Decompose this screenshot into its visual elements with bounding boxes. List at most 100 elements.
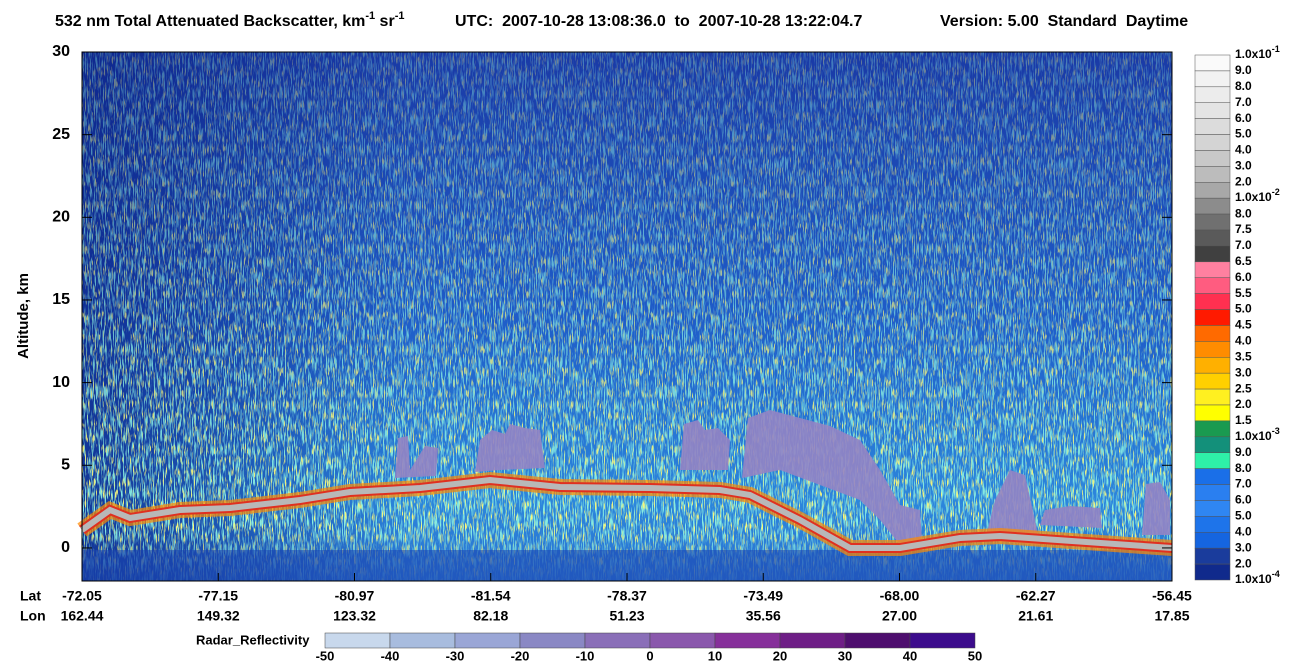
colorbar-label: 1.0x10-2	[1235, 188, 1280, 205]
title-exponent: -1	[365, 10, 375, 22]
x-tick-label-lon: 21.61	[1018, 608, 1053, 624]
colorbar-label: 7.0	[1235, 95, 1252, 109]
colorbar-label: 3.0	[1235, 540, 1252, 554]
colorbar-label: 1.0x10-4	[1235, 569, 1280, 586]
colorbar-label: 6.5	[1235, 254, 1252, 268]
y-tick-label: 30	[52, 43, 70, 60]
colorbar-label: 4.0	[1235, 334, 1252, 348]
radar-colorbar-segment	[454, 632, 521, 649]
radar-tick-label: 50	[968, 648, 982, 663]
colorbar-segment	[1194, 213, 1231, 231]
radar-tick-label: -40	[381, 648, 400, 663]
colorbar-label: 8.0	[1235, 206, 1252, 220]
colorbar-segment	[1194, 102, 1231, 119]
radar-colorbar-segment	[909, 632, 976, 649]
y-tick-label: 20	[52, 209, 70, 226]
colorbar-label: 4.5	[1235, 318, 1252, 332]
y-tick-label: 0	[61, 539, 70, 556]
colorbar-segment	[1194, 70, 1231, 88]
x-tick-label-lon: 149.32	[197, 608, 240, 624]
radar-tick-label: 0	[646, 648, 653, 663]
x-tick-label-lat: -72.05	[62, 588, 102, 604]
colorbar-segment	[1194, 245, 1231, 263]
colorbar-label: 7.0	[1235, 238, 1252, 252]
y-tick-label: 15	[52, 291, 70, 308]
colorbar-segment	[1194, 197, 1231, 215]
colorbar-segment	[1194, 547, 1231, 565]
colorbar-segment	[1194, 54, 1231, 72]
colorbar-label: 9.0	[1235, 63, 1252, 77]
colorbar-segment	[1194, 261, 1231, 278]
radar-tick-label: 20	[773, 648, 787, 663]
colorbar-segment	[1194, 325, 1231, 342]
colorbar-segment	[1194, 436, 1231, 453]
radar-tick-label: 30	[838, 648, 852, 663]
colorbar-label-exponent: -4	[1272, 569, 1280, 579]
colorbar-label: 4.0	[1235, 143, 1252, 157]
colorbar-segment	[1194, 357, 1231, 374]
colorbar-segment	[1194, 516, 1231, 533]
x-tick-label-lon: 123.32	[333, 608, 376, 624]
backscatter-image	[77, 52, 1173, 581]
radar-tick-label: -30	[446, 648, 465, 663]
title-text: 532 nm Total Attenuated Backscatter, km	[55, 13, 365, 30]
x-tick-label-lon: 82.18	[473, 608, 508, 624]
colorbar-label: 8.0	[1235, 79, 1252, 93]
y-axis-label: Altitude, km	[15, 273, 32, 359]
radar-colorbar-segment	[584, 632, 651, 649]
x-row-label: Lat	[20, 588, 41, 604]
radar-colorbar-segment	[389, 632, 456, 649]
colorbar-label: 4.0	[1235, 524, 1252, 538]
radar-colorbar-label: Radar_Reflectivity	[196, 632, 310, 647]
colorbar-segment	[1194, 372, 1231, 390]
x-tick-label-lat: -77.15	[198, 588, 238, 604]
colorbar-label: 8.0	[1235, 461, 1252, 475]
y-tick-label: 10	[52, 374, 70, 391]
colorbar-label-base: 1.0x10	[1235, 47, 1272, 61]
colorbar-segment	[1194, 452, 1231, 469]
radar-colorbar-segment	[844, 632, 911, 649]
title-utc: UTC: 2007-10-28 13:08:36.0 to 2007-10-28…	[455, 13, 862, 30]
x-tick-label-lon: 27.00	[882, 608, 917, 624]
x-tick-label-lat: -68.00	[880, 588, 920, 604]
x-tick-label-lat: -81.54	[471, 588, 511, 604]
x-tick-label-lon: 51.23	[609, 608, 644, 624]
colorbar-label-base: 1.0x10	[1235, 429, 1272, 443]
colorbar-segment	[1194, 532, 1231, 549]
colorbar-segment	[1194, 309, 1231, 326]
radar-colorbar-segment	[324, 632, 391, 649]
x-tick-label-lat: -56.45	[1152, 588, 1192, 604]
colorbar-label: 3.0	[1235, 365, 1252, 379]
y-tick-label: 5	[61, 457, 70, 474]
radar-tick-label: 10	[708, 648, 722, 663]
colorbar-segment	[1194, 277, 1231, 294]
colorbar-label-exponent: -2	[1272, 188, 1280, 198]
colorbar-label: 2.0	[1235, 397, 1252, 411]
colorbar-segment	[1194, 229, 1231, 247]
colorbar-label: 7.5	[1235, 222, 1252, 236]
colorbar-segment	[1194, 134, 1231, 151]
radar-tick-label: -10	[576, 648, 595, 663]
x-tick-label-lat: -73.49	[743, 588, 783, 604]
colorbar-label-exponent: -3	[1272, 426, 1280, 436]
title-text: sr	[375, 13, 395, 30]
colorbar-label: 3.0	[1235, 159, 1252, 173]
colorbar-segment	[1194, 182, 1231, 199]
title-exponent: -1	[395, 10, 405, 22]
colorbar-label: 2.0	[1235, 174, 1252, 188]
colorbar-segment	[1194, 420, 1231, 438]
x-tick-label-lon: 35.56	[746, 608, 781, 624]
colorbar-label: 9.0	[1235, 445, 1252, 459]
colorbar-label: 1.0x10-3	[1235, 426, 1280, 443]
colorbar-label: 5.0	[1235, 302, 1252, 316]
colorbar-label: 1.5	[1235, 413, 1252, 427]
colorbar-label-base: 1.0x10	[1235, 572, 1272, 586]
colorbar-segment	[1194, 341, 1231, 358]
colorbar-segment	[1194, 500, 1231, 517]
colorbar-segment	[1194, 166, 1231, 183]
radar-colorbar-segment	[649, 632, 716, 649]
colorbar-label: 1.0x10-1	[1235, 44, 1280, 61]
radar-colorbar-segment	[519, 632, 586, 649]
colorbar-label: 6.0	[1235, 493, 1252, 507]
